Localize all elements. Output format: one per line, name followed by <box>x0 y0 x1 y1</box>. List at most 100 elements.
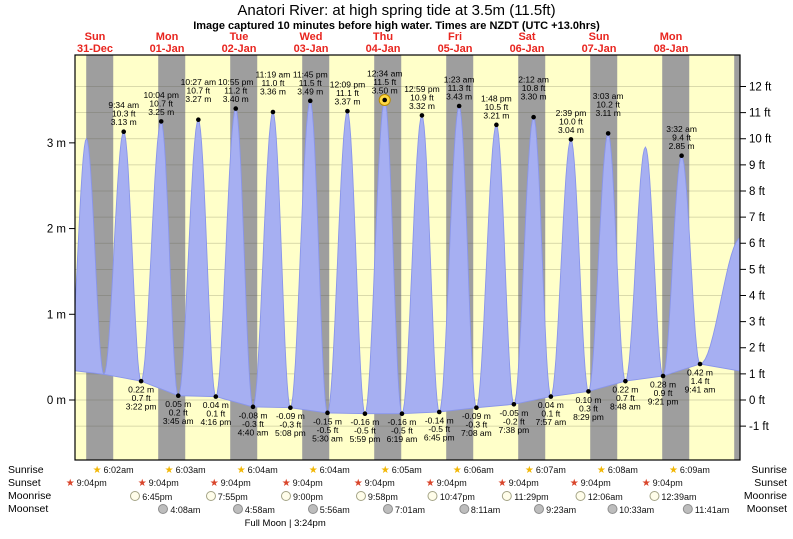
day-date-label: 03-Jan <box>294 43 329 55</box>
moonset-icon <box>534 504 545 514</box>
left-axis-label: 1 m <box>47 309 66 321</box>
moonset-entry: 8:11am <box>458 504 500 515</box>
tide-dot <box>605 131 611 136</box>
day-date-label: 01-Jan <box>150 43 185 55</box>
day-date-label: 04-Jan <box>366 43 401 55</box>
tide-curve-segment <box>624 146 664 382</box>
day-name-label: Fri <box>448 31 462 43</box>
tide-dot <box>175 393 181 399</box>
tide-dot <box>419 113 425 118</box>
moonset-icon <box>383 504 394 514</box>
day-date-label: 08-Jan <box>654 43 689 55</box>
sunrise-entry: ★ 6:07am <box>524 465 566 476</box>
moonset-entry: 9:23am <box>534 504 576 515</box>
title-bar: Anatori River: at high spring tide at 3.… <box>0 0 793 32</box>
high-tide-label: 11:45 pm 11.5 ft 3.49 m <box>293 69 328 96</box>
sunrise-icon: ★ <box>668 465 678 476</box>
high-tide-label: 3:32 am 9.4 ft 2.85 m <box>666 124 697 151</box>
sunset-entry: ★ 9:04pm <box>353 478 395 489</box>
tide-dot <box>399 411 405 417</box>
low-tide-label: -0.16 m -0.5 ft 6:19 am <box>387 417 418 444</box>
almanac-row-label-right: Sunrise <box>751 464 787 476</box>
right-axis-label: 9 ft <box>749 160 766 172</box>
sunset-icon: ★ <box>65 478 75 489</box>
day-name-label: Wed <box>299 31 322 43</box>
tide-dot <box>196 117 201 123</box>
day-date-label: 07-Jan <box>582 43 617 55</box>
sunrise-icon: ★ <box>308 465 318 476</box>
day-name-label: Sat <box>518 31 535 43</box>
sunrise-entry: ★ 6:02am <box>92 465 134 476</box>
moonset-entry: 5:56am <box>307 504 350 515</box>
low-tide-label: -0.14 m -0.5 ft 6:45 pm <box>424 416 455 443</box>
sunrise-icon: ★ <box>380 465 390 476</box>
moonrise-entry: 6:45pm <box>130 491 172 502</box>
tide-dot <box>494 122 499 128</box>
low-tide-label: -0.08 m -0.3 ft 4:40 am <box>238 410 269 437</box>
moonrise-icon <box>502 491 513 501</box>
tide-dot <box>436 409 442 415</box>
plot-frame <box>74 54 741 461</box>
moonset-icon <box>307 504 318 514</box>
tide-dot <box>474 405 479 411</box>
sunset-entry: ★ 9:04pm <box>641 478 683 489</box>
moonrise-icon <box>649 491 660 501</box>
tide-curve-segment <box>698 237 740 372</box>
right-axis-label: 11 ft <box>749 108 771 120</box>
sunrise-entry: ★ 6:05am <box>380 465 422 476</box>
high-tide-label: 12:59 pm 10.9 ft 3.32 m <box>404 84 439 111</box>
almanac-row-label-left: Sunset <box>8 477 41 489</box>
tide-dot <box>288 405 293 411</box>
tide-dot <box>586 389 591 394</box>
sunrise-icon: ★ <box>92 465 102 476</box>
high-tide-label: 10:27 am 10.7 ft 3.27 m <box>181 77 216 104</box>
right-axis-label: 8 ft <box>749 186 766 198</box>
tide-dot <box>511 401 517 407</box>
right-axis-label: 4 ft <box>749 290 766 302</box>
right-axis-label: 0 ft <box>749 395 766 407</box>
high-tide-label: 2:39 pm 10.0 ft 3.04 m <box>556 108 587 135</box>
low-tide-label: -0.05 m -0.2 ft 7:38 pm <box>499 408 530 435</box>
sunset-icon: ★ <box>353 478 363 489</box>
high-tide-label: 1:23 am 11.3 ft 3.43 m <box>444 75 475 102</box>
right-axis-label: 3 ft <box>749 317 766 329</box>
low-tide-label: 0.04 m 0.1 ft 7:57 am <box>535 400 566 427</box>
low-tide-label: 0.28 m 0.9 ft 9:21 pm <box>648 380 679 407</box>
day-name-label: Sun <box>85 31 106 43</box>
high-tide-label: 10:55 pm 11.2 ft 3.40 m <box>218 77 253 104</box>
sunset-entry: ★ 9:04pm <box>569 478 611 489</box>
tide-dot <box>158 119 164 124</box>
low-tide-label: -0.16 m -0.5 ft 5:59 pm <box>350 417 381 444</box>
full-moon-note: Full Moon | 3:24pm <box>244 518 326 529</box>
high-tide-label: 3:03 am 10.2 ft 3.11 m <box>593 91 624 118</box>
moonrise-entry: 9:00pm <box>280 491 323 502</box>
sunrise-icon: ★ <box>164 465 174 476</box>
right-axis-label: 5 ft <box>749 264 766 276</box>
sunrise-entry: ★ 6:08am <box>596 465 638 476</box>
moonset-entry: 4:58am <box>232 504 275 515</box>
moonset-icon <box>158 504 169 514</box>
low-tide-label: -0.15 m -0.5 ft 5:30 am <box>312 416 343 443</box>
tide-dot <box>697 361 703 367</box>
low-tide-label: 0.22 m 0.7 ft 8:48 am <box>610 385 641 412</box>
moonset-icon <box>682 504 693 514</box>
day-name-label: Mon <box>660 31 683 43</box>
high-tide-label: 10:04 pm 10.7 ft 3.25 m <box>143 90 178 117</box>
sunrise-icon: ★ <box>236 465 246 476</box>
moonrise-icon <box>130 491 141 501</box>
almanac-row-label-right: Moonrise <box>743 490 787 502</box>
moonrise-icon <box>205 491 216 501</box>
day-name-label: Sun <box>589 31 610 43</box>
high-tide-label: 12:34 am 11.5 ft 3.50 m <box>367 69 402 96</box>
sunset-entry: ★ 9:04pm <box>137 478 179 489</box>
moonrise-icon <box>575 491 586 501</box>
tide-dot <box>121 129 127 135</box>
right-axis-label: 7 ft <box>749 212 766 224</box>
left-axis-label: 3 m <box>47 138 66 150</box>
right-axis-label: 2 ft <box>749 343 766 355</box>
moonset-icon <box>458 504 469 514</box>
moonrise-icon <box>355 491 366 501</box>
moonrise-entry: 7:55pm <box>205 491 248 502</box>
sunset-icon: ★ <box>137 478 147 489</box>
